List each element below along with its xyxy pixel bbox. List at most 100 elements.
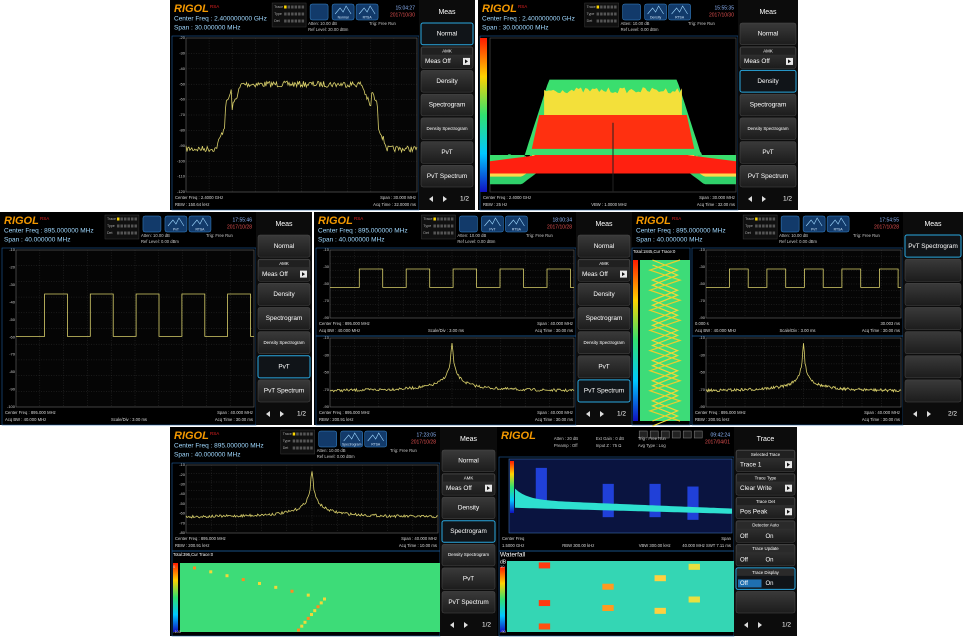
softkey-arrow (465, 59, 468, 64)
y-axis-label: -10 (179, 462, 186, 467)
page-prev[interactable] (429, 196, 433, 202)
status-text: Atten : 20 dB (554, 436, 578, 441)
clock-time: 15:55:35 (715, 5, 735, 11)
page-next[interactable] (758, 622, 762, 628)
softkey-label: Normal (437, 31, 458, 38)
page-indicator: 1/2 (782, 622, 791, 629)
plot-footer-text: Center Freq : 895.000 MHz (319, 321, 370, 326)
page-prev[interactable] (266, 411, 270, 417)
softkey[interactable] (441, 567, 496, 590)
softkey[interactable] (739, 22, 797, 45)
plot-footer-text: Acq Time : 32.00 ms (697, 202, 735, 207)
trace-slot (299, 446, 303, 450)
softkey[interactable] (739, 165, 797, 188)
softkey-label: PvT (463, 575, 474, 582)
waterfall-blip (654, 607, 666, 614)
mode-icon-glyph (334, 5, 352, 15)
softkey[interactable] (577, 283, 631, 306)
softkey[interactable] (257, 283, 311, 306)
softkey[interactable] (739, 141, 797, 164)
plot-footer-text: Center Freq : 2.4000 GHz (175, 195, 223, 200)
page-prev[interactable] (450, 622, 454, 628)
softkey-label: Density Spectrogram (427, 126, 468, 131)
softkey[interactable] (739, 69, 797, 93)
page-indicator: 1/2 (617, 411, 626, 418)
status-text: Atten: 10.00 dB (621, 21, 650, 26)
trace-slot (296, 446, 299, 450)
softkey-group: AMK (763, 49, 773, 54)
softkey-arrow (787, 509, 790, 514)
softkey[interactable] (577, 379, 631, 403)
softkey[interactable] (441, 544, 496, 567)
y-axis-label: -70 (699, 387, 706, 392)
softkey[interactable] (420, 22, 474, 46)
page-prev[interactable] (586, 411, 590, 417)
plot-label: Total:396,Cur Trace:0 (173, 552, 214, 557)
softkey[interactable] (420, 117, 474, 140)
softkey[interactable] (441, 496, 496, 519)
page-next[interactable] (600, 411, 604, 417)
page-next[interactable] (280, 411, 284, 417)
spectrogram-dot (193, 566, 196, 570)
trace-slot (116, 231, 120, 235)
softkey[interactable] (739, 117, 797, 140)
trace-slot (130, 224, 134, 228)
page-next[interactable] (927, 411, 931, 417)
span: Span : 40.000000 MHz (318, 237, 385, 244)
y-axis-label: -90 (323, 315, 330, 320)
softkey[interactable] (420, 93, 474, 117)
softkey[interactable] (904, 234, 962, 258)
softkey (904, 283, 962, 306)
plot-footer-text: RBW : 150.64 kHz (175, 202, 209, 207)
y-axis-label: -120 (177, 189, 186, 194)
softkey[interactable] (420, 141, 474, 164)
plot-footer-text: Acq Time : 32.0000 ms (373, 202, 416, 207)
softkey-label: Spectrogram (450, 528, 487, 535)
softkey[interactable] (257, 379, 311, 403)
mode-icon-glyph (805, 217, 823, 227)
page-prev[interactable] (913, 411, 917, 417)
trace-slot (443, 231, 447, 235)
status-text: Trig: Free Run (390, 448, 418, 453)
softkey[interactable] (577, 355, 631, 379)
softkey-label: PvT (762, 149, 773, 156)
waterfall-blip (602, 605, 614, 612)
status-icon (660, 430, 670, 439)
softkey[interactable] (441, 520, 496, 543)
trace-slot (772, 217, 776, 221)
softkey-group: Trace Display (752, 570, 779, 575)
softkey[interactable] (577, 331, 631, 354)
softkey[interactable] (441, 449, 496, 472)
softkey-label: Normal (594, 243, 615, 250)
page-prev[interactable] (748, 196, 752, 202)
trace-slot (447, 231, 450, 235)
trace-slot (758, 231, 762, 235)
softkey[interactable] (257, 307, 311, 330)
softkey-arrow (787, 486, 790, 491)
y-axis-label: -20 (179, 35, 186, 40)
trace-slot (755, 217, 758, 221)
softkey[interactable] (577, 307, 631, 330)
trace-slot (301, 19, 305, 23)
page-next[interactable] (762, 196, 766, 202)
page-next[interactable] (443, 196, 447, 202)
softkey[interactable] (257, 331, 311, 354)
softkey-option: Off (740, 581, 748, 587)
softkey-label: PvT (278, 363, 289, 370)
clock-date: 2017/10/28 (411, 439, 436, 445)
softkey[interactable] (420, 70, 474, 93)
softkey[interactable] (441, 591, 496, 614)
trace-slot (769, 217, 772, 221)
spectrogram-dot (316, 605, 320, 609)
softkey[interactable] (257, 234, 311, 258)
status-text: Trig: Free Run (853, 233, 881, 238)
softkey[interactable] (577, 234, 631, 258)
page-prev[interactable] (744, 622, 748, 628)
spectrogram-dot (241, 578, 245, 582)
softkey[interactable] (257, 355, 311, 379)
softkey[interactable] (420, 165, 474, 188)
softkey[interactable] (739, 93, 797, 117)
page-next[interactable] (464, 622, 468, 628)
analyzer-screen: RIGOL RSA Center Freq : 895.000000 MHz Span… (631, 212, 963, 427)
